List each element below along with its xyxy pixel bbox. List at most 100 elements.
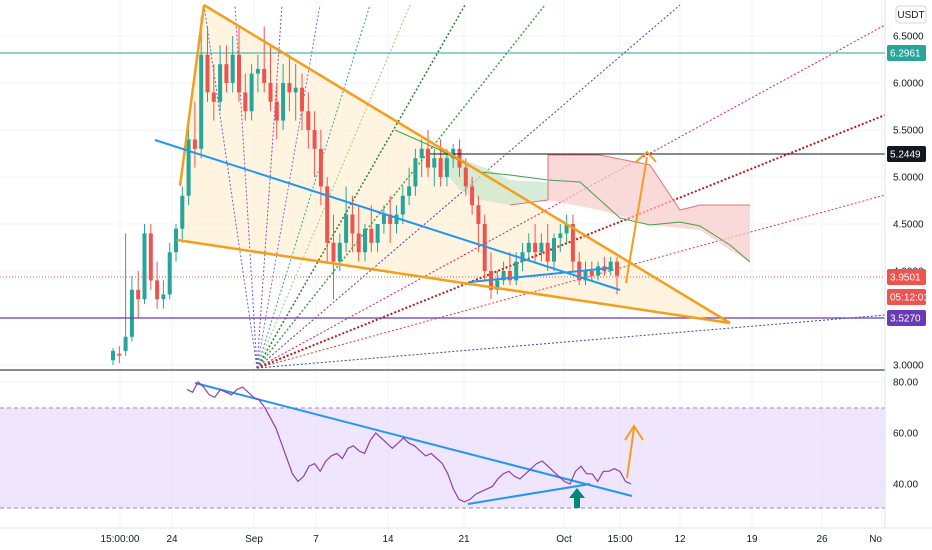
rsi-axis-ticks: 80.00 60.00 40.00: [893, 378, 918, 491]
candle-body: [199, 54, 204, 149]
candle-body: [281, 83, 286, 121]
wedge-upper-line: [203, 3, 731, 325]
candle-body: [255, 68, 260, 74]
time-tick-label: 15:00: [607, 534, 632, 545]
candle-body: [514, 261, 519, 281]
currency-label: USDT: [897, 10, 924, 21]
price-badge-label: 3.5270: [890, 314, 921, 325]
time-tick-label: Sep: [245, 534, 263, 545]
rsi-uptrend-line: [467, 483, 591, 505]
rsi-band: [0, 408, 885, 508]
candle-body: [356, 233, 361, 253]
candle-body: [438, 158, 443, 177]
candle-body: [545, 242, 550, 262]
candle-body: [274, 101, 279, 121]
candle-body: [129, 289, 134, 337]
candle-body: [596, 266, 601, 276]
price-tick-label: 3.0000: [893, 361, 924, 372]
candle-body: [142, 233, 147, 300]
candle-body: [444, 158, 449, 177]
candle-body: [337, 242, 342, 262]
fan-ray: [256, 4, 321, 369]
candle-body: [211, 92, 216, 102]
candle-body: [615, 261, 619, 276]
price-tick-label: 4.5000: [893, 220, 924, 231]
candle-body: [400, 195, 405, 215]
price-badge-label: 6.2961: [890, 49, 921, 60]
candle-body: [501, 271, 506, 281]
candle-body: [426, 148, 430, 168]
rsi-tick-label: 40.00: [893, 480, 918, 491]
candle-body: [589, 271, 594, 276]
candle-body: [413, 158, 418, 187]
candle-body: [507, 271, 512, 281]
blue-trendline: [154, 139, 621, 291]
breakout-arrow-icon: [569, 488, 585, 508]
price-tick-label: 5.5000: [893, 126, 924, 137]
candle-body: [564, 224, 569, 234]
currency-badge-box: [895, 5, 927, 24]
currency-badge[interactable]: USDT: [895, 5, 927, 24]
rsi-up-arrow: [626, 427, 635, 479]
target-arrow: [625, 156, 648, 284]
candle-body: [533, 242, 538, 253]
candle-body: [394, 214, 399, 224]
candle-body: [287, 83, 292, 93]
candle-body: [419, 148, 424, 159]
candle-body: [312, 130, 317, 149]
candle-body: [218, 64, 223, 102]
price-badge-label: 3.9501: [890, 273, 921, 284]
price-tick-label: 6.5000: [893, 32, 924, 43]
candle-body: [262, 68, 267, 83]
candle-body: [243, 92, 248, 112]
rsi-tick-label: 80.00: [893, 378, 918, 389]
candle-body: [331, 242, 336, 262]
candle-body: [526, 242, 531, 253]
candle-body: [570, 224, 575, 262]
price-tick-label: 6.0000: [893, 79, 924, 90]
candle-body: [482, 224, 487, 271]
time-tick-label: No: [869, 534, 882, 545]
candle-body: [552, 238, 556, 262]
candle-body: [192, 139, 197, 149]
time-tick-label: 21: [458, 534, 470, 545]
candle-body: [350, 214, 355, 234]
wedge-lower-line: [176, 238, 731, 325]
candle-body: [369, 228, 374, 243]
candle-body: [407, 186, 412, 196]
candle-body: [155, 280, 160, 300]
fan-ray: [256, 4, 411, 369]
candle-body: [205, 54, 210, 93]
fan-ray: [256, 4, 466, 369]
blue-support-line: [469, 267, 611, 283]
candle-body: [318, 148, 323, 187]
fan-ray: [256, 194, 886, 369]
wedge-edge: [178, 4, 206, 187]
candle-body: [470, 186, 475, 206]
rsi-up-arrowhead: [624, 424, 644, 441]
candle-body: [583, 271, 588, 281]
price-badge: [887, 269, 926, 285]
candle-body: [161, 294, 166, 300]
fan-ray: [256, 314, 886, 369]
candle-body: [180, 195, 185, 229]
candle-body: [325, 186, 330, 243]
gann-fan: [203, 4, 886, 369]
candle-body: [375, 224, 380, 243]
candle-body: [306, 111, 311, 130]
price-badge-label: 05:12:01: [890, 293, 929, 304]
time-tick-label: 19: [746, 534, 758, 545]
fan-ray: [256, 4, 283, 369]
time-tick-label: 14: [382, 534, 394, 545]
rsi-line: [186, 381, 632, 503]
rsi-tick-label: 60.00: [893, 429, 918, 440]
candle-body: [344, 214, 349, 243]
ichimoku-span-b: [509, 154, 750, 211]
candle-body: [539, 242, 544, 253]
candle-body: [136, 289, 141, 300]
time-tick-label: 15:00:00: [101, 534, 140, 545]
price-badge: [887, 289, 926, 305]
candle-body: [186, 139, 191, 196]
fan-ray: [256, 4, 546, 369]
